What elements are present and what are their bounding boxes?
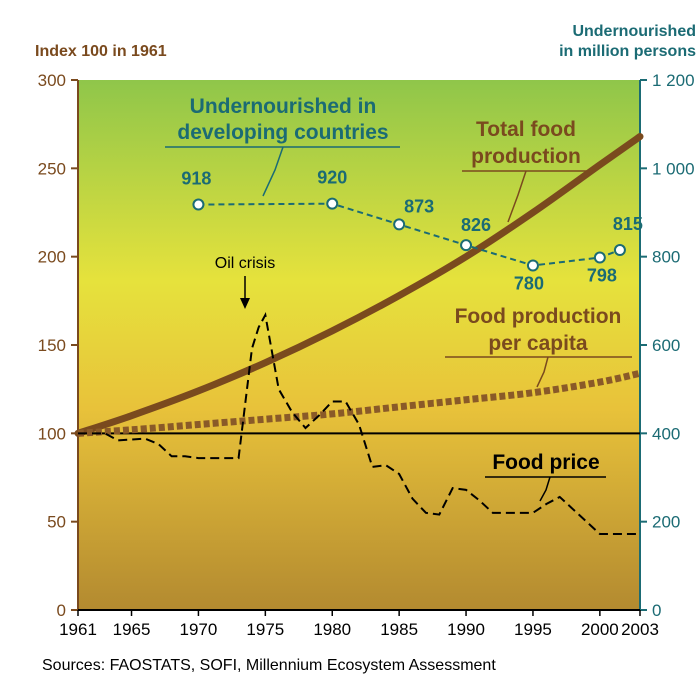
x-tick-label: 1961 bbox=[59, 620, 97, 639]
label-total-food-line2: production bbox=[471, 145, 581, 168]
left-tick-label: 250 bbox=[38, 159, 66, 178]
label-per-capita-line2: per capita bbox=[488, 332, 588, 355]
undernourished-point-label: 918 bbox=[181, 169, 211, 189]
label-food-price: Food price bbox=[492, 451, 599, 474]
undernourished-point-label: 920 bbox=[317, 168, 347, 188]
undernourished-point bbox=[460, 239, 473, 252]
left-tick-label: 50 bbox=[47, 513, 66, 532]
left-tick-label: 150 bbox=[38, 336, 66, 355]
undernourished-point-label: 815 bbox=[613, 214, 643, 234]
x-tick-label: 1995 bbox=[514, 620, 552, 639]
left-tick-label: 200 bbox=[38, 248, 66, 267]
x-tick-label: 1975 bbox=[246, 620, 284, 639]
left-tick-label: 300 bbox=[38, 71, 66, 90]
undernourished-point-label: 798 bbox=[587, 266, 617, 286]
x-tick-label: 1990 bbox=[447, 620, 485, 639]
right-tick-label: 1 200 bbox=[652, 71, 695, 90]
x-tick-label: 1985 bbox=[380, 620, 418, 639]
label-undernourished-line1: Undernourished in bbox=[190, 95, 377, 118]
plot-background bbox=[78, 80, 640, 610]
series-total-food-production bbox=[74, 133, 644, 437]
undernourished-point-label: 873 bbox=[404, 196, 434, 216]
annotation-oil-crisis: Oil crisis bbox=[215, 255, 275, 272]
undernourished-point bbox=[593, 251, 606, 264]
x-tick-label: 2003 bbox=[621, 620, 659, 639]
right-axis-title-line1: Undernourished bbox=[572, 23, 696, 40]
undernourished-point-label: 780 bbox=[514, 274, 544, 294]
right-axis-title-line2: in million persons bbox=[559, 43, 696, 60]
x-tick-label: 1965 bbox=[113, 620, 151, 639]
label-undernourished-leader bbox=[262, 146, 284, 197]
x-tick-label: 2000 bbox=[581, 620, 619, 639]
left-axis-ticks: 0 50 100 150 200 250 300 bbox=[38, 71, 78, 620]
series-food-price bbox=[78, 311, 640, 536]
left-tick-label: 100 bbox=[38, 424, 66, 443]
source-text: Sources: FAOSTATS, SOFI, Millennium Ecos… bbox=[42, 657, 496, 674]
right-tick-label: 800 bbox=[652, 248, 680, 267]
undernourished-point bbox=[393, 218, 406, 231]
x-tick-label: 1980 bbox=[313, 620, 351, 639]
label-total-food-leader bbox=[507, 170, 527, 223]
label-per-capita-leader bbox=[536, 356, 549, 388]
left-tick-label: 0 bbox=[57, 601, 66, 620]
undernourished-point bbox=[192, 198, 205, 211]
label-food-price-leader bbox=[539, 476, 551, 502]
right-tick-label: 400 bbox=[652, 424, 680, 443]
undernourished-point bbox=[613, 244, 626, 257]
undernourished-points: 918 920 873 826 780 798 815 bbox=[181, 168, 643, 294]
undernourished-point bbox=[526, 259, 539, 272]
x-axis-ticks: 1961 1965 1970 1975 1980 1985 1990 1995 2000 2003 bbox=[59, 610, 659, 639]
label-per-capita-line1: Food production bbox=[455, 305, 622, 328]
right-axis-ticks: 0 200 400 600 800 1 000 1 200 bbox=[640, 71, 695, 620]
undernourished-point bbox=[326, 197, 339, 210]
right-tick-label: 600 bbox=[652, 336, 680, 355]
right-tick-label: 200 bbox=[652, 513, 680, 532]
left-axis-title: Index 100 in 1961 bbox=[35, 43, 167, 60]
label-undernourished-line2: developing countries bbox=[177, 121, 388, 144]
annotation-arrow-head bbox=[240, 298, 250, 309]
right-tick-label: 0 bbox=[652, 601, 661, 620]
x-tick-label: 1970 bbox=[180, 620, 218, 639]
label-total-food-line1: Total food bbox=[476, 118, 576, 141]
undernourished-point-label: 826 bbox=[461, 215, 491, 235]
right-tick-label: 1 000 bbox=[652, 159, 695, 178]
series-food-production-per-capita bbox=[77, 369, 641, 437]
